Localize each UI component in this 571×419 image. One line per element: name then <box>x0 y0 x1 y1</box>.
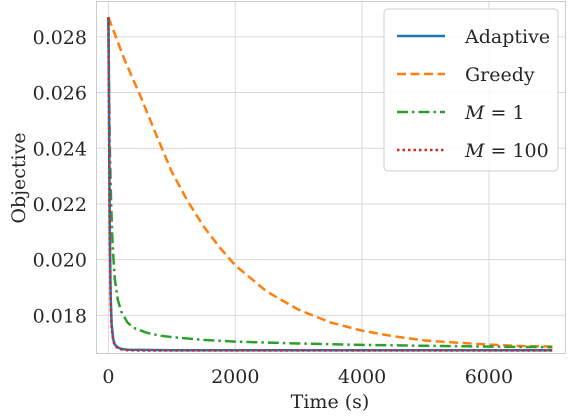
legend-label: Adaptive <box>464 26 550 48</box>
x-tick-label: 2000 <box>211 366 259 388</box>
y-tick-label: 0.022 <box>33 194 87 216</box>
y-tick-label: 0.020 <box>33 250 87 272</box>
y-tick-labels: 0.018 0.020 0.022 0.024 0.026 0.028 <box>33 27 87 328</box>
x-tick-label: 6000 <box>465 366 513 388</box>
x-tick-labels: 0 2000 4000 6000 <box>102 366 513 388</box>
legend-label: Greedy <box>465 64 535 86</box>
y-tick-label: 0.028 <box>33 27 87 49</box>
series-line-2 <box>107 17 553 349</box>
y-axis-label: Objective <box>8 132 30 223</box>
x-tick-label: 0 <box>102 366 114 388</box>
x-axis-label: Time (s) <box>291 391 370 413</box>
legend-label: M = 100 <box>464 140 549 162</box>
y-tick-label: 0.024 <box>33 138 87 160</box>
legend-label: M = 1 <box>464 102 525 124</box>
series-line-1 <box>107 16 553 348</box>
plot-frame <box>96 1 566 354</box>
y-tick-label: 0.026 <box>33 83 87 105</box>
legend: Adaptive Greedy M = 1 M = 100 <box>383 8 559 172</box>
series-lines <box>107 16 553 352</box>
series-line-3 <box>107 17 553 352</box>
x-tick-label: 4000 <box>338 366 386 388</box>
y-tick-label: 0.018 <box>33 305 87 327</box>
legend-box <box>383 8 559 172</box>
